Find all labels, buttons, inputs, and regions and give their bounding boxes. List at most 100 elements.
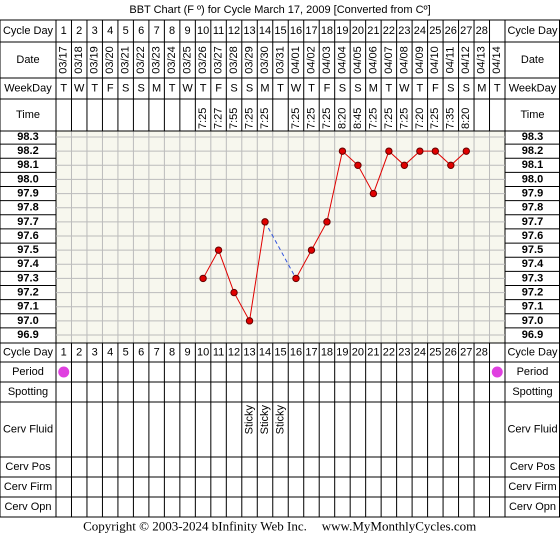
y-tick-label: 97.2 (17, 286, 38, 298)
cerv-fluid: Sticky (243, 405, 255, 435)
date: 04/03 (321, 46, 333, 74)
weekday: S (246, 82, 253, 94)
temperature-point (230, 288, 238, 297)
time: 7:25 (321, 108, 333, 129)
cycle-day: 28 (476, 25, 488, 37)
date: 03/19 (89, 46, 101, 74)
cycle-day: 3 (92, 346, 98, 358)
y-tick-label: 96.9 (17, 329, 38, 341)
y-tick-label: 98.1 (17, 159, 38, 171)
date: 03/21 (120, 46, 132, 74)
y-tick-label: 97.6 (17, 230, 38, 242)
row-label: Period (12, 366, 44, 378)
y-tick-label: 98.2 (17, 145, 38, 157)
cycle-day: 22 (383, 25, 395, 37)
y-tick-label: 97.9 (522, 187, 543, 199)
cycle-day: 7 (154, 25, 160, 37)
cycle-day: 14 (259, 25, 271, 37)
date: 04/05 (352, 46, 364, 74)
date: 03/28 (228, 46, 240, 74)
cycle-day: 24 (414, 346, 426, 358)
cycle-day: 27 (460, 25, 472, 37)
row-label: Date (521, 54, 544, 66)
date: 04/12 (460, 46, 472, 74)
y-tick-label: 97.0 (522, 315, 543, 327)
y-tick-label: 97.6 (522, 230, 543, 242)
cycle-day: 24 (414, 25, 426, 37)
date: 04/08 (398, 46, 410, 74)
weekday: M (260, 82, 269, 94)
time: 7:25 (429, 108, 441, 129)
y-tick-label: 97.1 (17, 301, 38, 313)
date: 04/02 (305, 46, 317, 74)
cerv-fluid: Sticky (274, 405, 286, 435)
date: 04/04 (336, 46, 348, 74)
date: 03/29 (243, 46, 255, 74)
cycle-day: 21 (367, 346, 379, 358)
cycle-day: 10 (197, 346, 209, 358)
weekday: T (91, 82, 98, 94)
weekday: S (339, 82, 346, 94)
cycle-day: 3 (92, 25, 98, 37)
temperature-point (354, 161, 362, 169)
y-tick-label: 97.3 (17, 272, 38, 284)
temperature-point (431, 147, 440, 155)
cycle-day: 15 (274, 346, 286, 358)
time: 7:25 (290, 108, 302, 129)
cycle-day: 4 (107, 25, 113, 37)
y-tick-label: 98.1 (522, 159, 543, 171)
y-tick-label: 98.0 (522, 173, 543, 185)
y-tick-label: 97.7 (522, 216, 543, 228)
weekday: F (324, 82, 331, 94)
cycle-day: 25 (429, 25, 441, 37)
row-label: Cerv Fluid (3, 423, 53, 435)
y-tick-label: 97.8 (17, 202, 38, 214)
y-tick-label: 98.3 (17, 131, 38, 143)
temperature-point (369, 189, 378, 198)
row-label: WeekDay (509, 82, 557, 94)
cycle-day: 14 (259, 346, 271, 358)
date: 03/27 (212, 46, 224, 74)
date: 04/14 (491, 46, 503, 74)
cycle-day: 19 (336, 346, 348, 358)
cycle-day: 12 (228, 346, 240, 358)
cycle-day: 23 (398, 346, 410, 358)
cycle-day: 6 (138, 25, 144, 37)
temperature-point (307, 246, 316, 254)
cycle-day: 1 (61, 25, 67, 37)
y-tick-label: 98.0 (17, 173, 38, 185)
y-tick-label: 97.9 (17, 187, 38, 199)
time: 8:20 (460, 108, 472, 129)
cycle-day: 17 (305, 25, 317, 37)
footer-site: www.MyMonthlyCycles.com (322, 518, 476, 533)
period-dot (58, 366, 70, 378)
temperature-point (338, 147, 347, 155)
temperature-point (323, 218, 331, 226)
cycle-day: 2 (76, 25, 82, 37)
row-label: Cycle Day (3, 25, 54, 37)
row-label: Cerv Opn (4, 501, 51, 513)
cycle-day: 19 (336, 25, 348, 37)
time: 7:25 (383, 108, 395, 129)
weekday: M (477, 82, 486, 94)
y-tick-label: 97.8 (522, 202, 543, 214)
row-label: Cerv Pos (510, 461, 556, 473)
date: 03/31 (274, 46, 286, 74)
cycle-day: 16 (290, 25, 302, 37)
date: 03/23 (151, 46, 163, 74)
cycle-day: 8 (169, 25, 175, 37)
y-tick-label: 98.3 (522, 131, 543, 143)
cycle-day: 25 (429, 346, 441, 358)
temperature-point (385, 147, 393, 155)
date: 03/17 (58, 46, 70, 74)
weekday: W (399, 82, 410, 94)
temperature-point (462, 147, 470, 155)
temperature-point (416, 147, 424, 155)
date: 04/07 (383, 46, 395, 74)
cycle-day: 21 (367, 25, 379, 37)
weekday: S (137, 82, 144, 94)
period-dot (491, 366, 503, 378)
gap-connector (264, 221, 297, 279)
weekday: M (369, 82, 378, 94)
row-label: Period (517, 366, 549, 378)
